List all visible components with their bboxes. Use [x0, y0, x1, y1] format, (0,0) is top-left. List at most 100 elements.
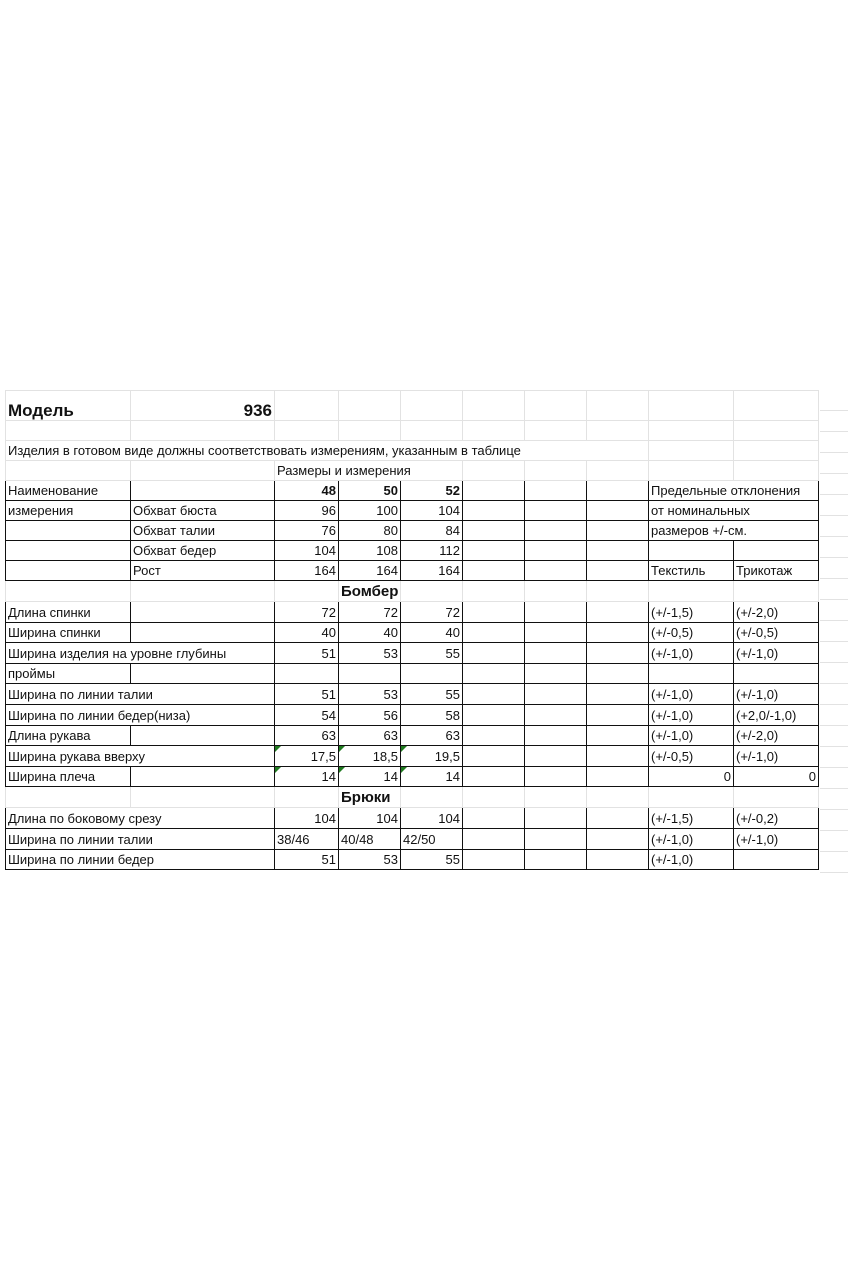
model-number[interactable]: 936 — [130, 390, 275, 421]
empty-cell[interactable] — [400, 580, 463, 602]
value-cell[interactable] — [586, 745, 649, 767]
value-cell[interactable]: 55 — [400, 848, 463, 871]
empty-cell[interactable] — [5, 460, 131, 481]
empty-cell[interactable] — [130, 786, 275, 809]
section-title[interactable]: Бомбер — [338, 580, 401, 602]
value-cell[interactable] — [524, 683, 587, 705]
value-cell[interactable] — [524, 724, 587, 747]
tolerance-cell[interactable]: 0 — [733, 765, 819, 788]
value-cell[interactable] — [338, 662, 401, 685]
value-cell[interactable] — [586, 520, 649, 541]
value-cell[interactable]: 14 — [338, 765, 401, 788]
value-cell[interactable]: 52 — [400, 480, 463, 501]
empty-cell[interactable] — [648, 440, 734, 461]
value-cell[interactable]: 55 — [400, 683, 463, 705]
empty-cell[interactable] — [524, 420, 587, 441]
value-cell[interactable]: 40 — [274, 621, 339, 644]
empty-cell[interactable] — [733, 390, 819, 421]
value-cell[interactable]: 56 — [338, 703, 401, 726]
value-cell[interactable] — [130, 480, 275, 501]
value-cell[interactable]: 72 — [274, 601, 339, 623]
empty-cell[interactable] — [338, 390, 401, 421]
value-cell[interactable]: 55 — [400, 642, 463, 664]
measurement-name[interactable]: Ширина по линии бедер — [5, 848, 275, 871]
value-cell[interactable]: 104 — [338, 807, 401, 829]
value-cell[interactable] — [400, 662, 463, 685]
value-cell[interactable]: Рост — [130, 560, 275, 581]
tolerance-cell[interactable] — [733, 540, 819, 561]
value-cell[interactable]: 17,5 — [274, 745, 339, 767]
value-cell[interactable]: 63 — [400, 724, 463, 747]
empty-cell[interactable] — [274, 580, 339, 602]
empty-cell[interactable] — [462, 420, 525, 441]
empty-cell[interactable] — [733, 580, 819, 602]
tolerance-cell[interactable]: (+/-1,0) — [648, 848, 734, 871]
value-cell[interactable] — [524, 703, 587, 726]
empty-cell[interactable] — [733, 440, 819, 461]
measurement-name[interactable]: Длина по боковому срезу — [5, 807, 275, 829]
empty-cell[interactable] — [130, 460, 275, 481]
empty-cell[interactable] — [524, 786, 587, 809]
value-cell[interactable]: 104 — [400, 807, 463, 829]
value-cell[interactable] — [524, 827, 587, 850]
value-cell[interactable]: 19,5 — [400, 745, 463, 767]
tolerance-cell[interactable]: Трикотаж — [733, 560, 819, 581]
tolerance-cell[interactable]: (+/-2,0) — [733, 724, 819, 747]
value-cell[interactable] — [462, 662, 525, 685]
measurement-name[interactable]: Ширина по линии талии — [5, 827, 275, 850]
value-cell[interactable]: 18,5 — [338, 745, 401, 767]
value-cell[interactable] — [462, 724, 525, 747]
tolerance-cell[interactable] — [733, 848, 819, 871]
tolerance-cell[interactable]: (+/-0,5) — [733, 621, 819, 644]
note-text[interactable]: Изделия в готовом виде должны соответств… — [5, 440, 649, 461]
value-cell[interactable] — [462, 540, 525, 561]
tolerance-cell[interactable]: (+/-1,0) — [733, 745, 819, 767]
value-cell[interactable]: 40/48 — [338, 827, 401, 850]
value-cell[interactable] — [524, 520, 587, 541]
empty-cell[interactable] — [733, 460, 819, 481]
value-cell[interactable] — [130, 662, 275, 685]
tolerance-cell[interactable]: (+/-1,0) — [733, 683, 819, 705]
value-cell[interactable] — [462, 500, 525, 521]
value-cell[interactable] — [586, 703, 649, 726]
tolerance-cell[interactable]: (+/-1,0) — [648, 703, 734, 726]
tolerance-cell[interactable]: (+/-2,0) — [733, 601, 819, 623]
tolerance-cell[interactable]: (+/-1,0) — [648, 642, 734, 664]
value-cell[interactable]: 63 — [274, 724, 339, 747]
measurement-name[interactable]: Наименование — [5, 480, 131, 501]
value-cell[interactable]: Обхват талии — [130, 520, 275, 541]
value-cell[interactable] — [524, 500, 587, 521]
measurement-name[interactable]: Ширина спинки — [5, 621, 131, 644]
empty-cell[interactable] — [274, 786, 339, 809]
empty-cell[interactable] — [733, 420, 819, 441]
sizes-caption[interactable]: Размеры и измерения — [274, 460, 463, 481]
tolerance-cell[interactable]: (+/-1,0) — [648, 683, 734, 705]
value-cell[interactable]: 63 — [338, 724, 401, 747]
value-cell[interactable] — [586, 642, 649, 664]
empty-cell[interactable] — [648, 420, 734, 441]
tolerance-cell[interactable]: от номинальных — [648, 500, 819, 521]
empty-cell[interactable] — [400, 420, 463, 441]
empty-cell[interactable] — [338, 420, 401, 441]
measurement-name[interactable]: проймы — [5, 662, 131, 685]
tolerance-cell[interactable]: (+/-1,5) — [648, 807, 734, 829]
value-cell[interactable]: 40 — [338, 621, 401, 644]
tolerance-cell[interactable] — [733, 662, 819, 685]
measurement-name[interactable]: Ширина по линии талии — [5, 683, 275, 705]
value-cell[interactable] — [586, 662, 649, 685]
value-cell[interactable]: 51 — [274, 683, 339, 705]
value-cell[interactable]: 48 — [274, 480, 339, 501]
empty-cell[interactable] — [648, 580, 734, 602]
empty-cell[interactable] — [524, 580, 587, 602]
value-cell[interactable] — [462, 827, 525, 850]
tolerance-cell[interactable]: (+/-1,0) — [648, 827, 734, 850]
value-cell[interactable] — [586, 500, 649, 521]
tolerance-cell[interactable]: (+/-1,5) — [648, 601, 734, 623]
value-cell[interactable] — [586, 683, 649, 705]
empty-cell[interactable] — [130, 580, 275, 602]
value-cell[interactable] — [586, 621, 649, 644]
value-cell[interactable]: 50 — [338, 480, 401, 501]
value-cell[interactable] — [586, 724, 649, 747]
tolerance-cell[interactable]: 0 — [648, 765, 734, 788]
tolerance-cell[interactable]: (+/-0,2) — [733, 807, 819, 829]
